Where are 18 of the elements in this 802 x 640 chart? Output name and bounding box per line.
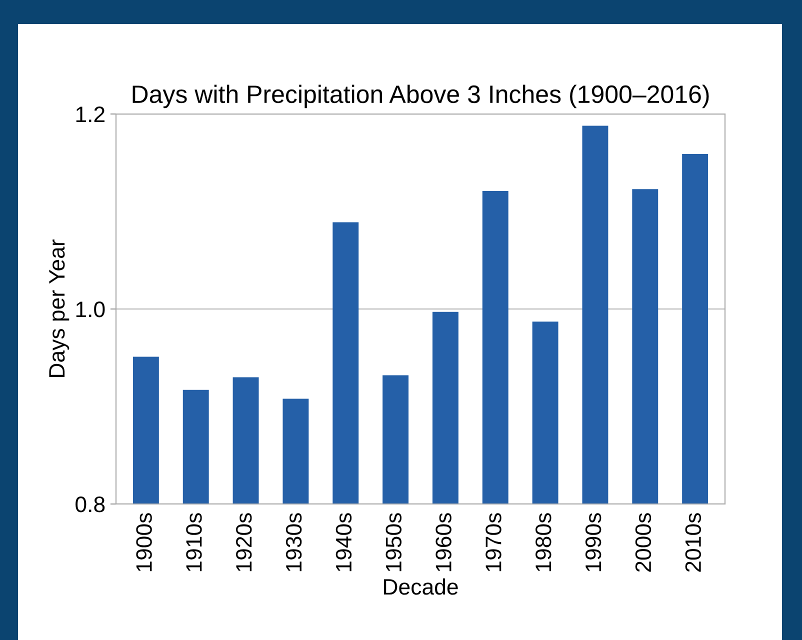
x-tick-label: 1950s: [386, 513, 402, 572]
x-axis-title: Decade: [384, 578, 458, 595]
x-tick-label: 2010s: [685, 513, 702, 572]
y-tick-label: 1.2: [76, 106, 104, 122]
x-tick-label: 1930s: [286, 513, 302, 572]
y-axis-title: Days per Year: [49, 240, 70, 377]
x-tick-label: 1900s: [136, 513, 152, 572]
x-tick-label: 1970s: [486, 513, 502, 572]
x-tick-label: 1990s: [585, 513, 602, 572]
x-tick-label: 2000s: [635, 513, 652, 572]
x-tick-label: 1910s: [186, 513, 202, 572]
x-tick-label: 1940s: [336, 513, 352, 572]
x-tick-label: 1920s: [236, 513, 252, 572]
y-tick-label: 0.8: [76, 496, 105, 512]
x-tick-label: 1960s: [436, 513, 452, 572]
x-tick-label: 1980s: [536, 513, 552, 572]
chart-title: Days with Precipitation Above 3 Inches (1900–2016): [132, 84, 709, 108]
y-tick-label: 1.0: [76, 302, 105, 318]
